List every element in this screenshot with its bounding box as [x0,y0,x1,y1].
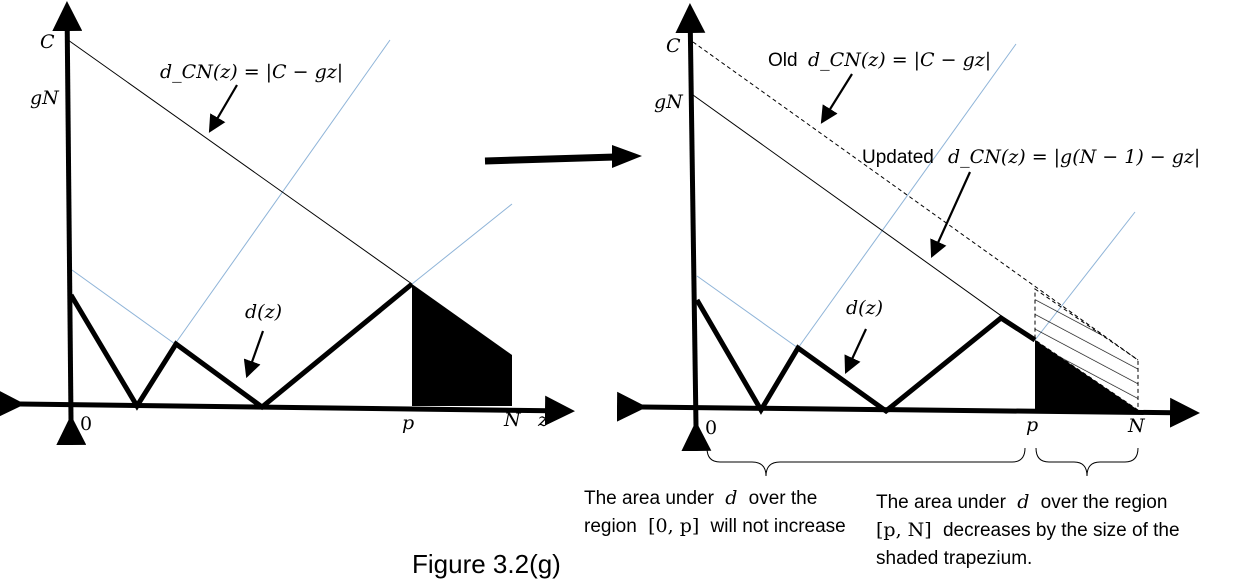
left-dz-pointer [243,330,265,379]
left-dcn-line [67,39,413,285]
transition-arrow [484,145,642,168]
left-label-dz: d(z) [245,301,282,323]
left-label-dcn-formula: d_CN(z) = |C − gz| [160,61,343,83]
left-dcn-pointer [208,84,238,133]
right-label-C: C [666,35,681,57]
left-label-C: C [40,31,55,53]
left-x-axis [0,388,575,426]
right-updated-formula: d_CN(z) = |g(N − 1) − gz| [948,146,1200,168]
right-old-pointer [820,73,853,124]
right-old-dcn-line [692,41,1139,361]
left-shaded-region [412,284,512,406]
brace-0-p [706,447,1026,477]
note-left-line1: The area under d over the [584,487,817,509]
left-label-N: N [503,409,522,431]
note-right-line3: shaded trapezium. [876,548,1032,569]
right-label-zero: 0 [705,417,717,439]
left-y-axis [52,1,87,446]
right-dz-pointer [844,328,867,374]
left-label-p: p [402,412,414,434]
left-d-curve [68,282,414,411]
left-label-gN: gN [30,87,60,109]
left-panel: C gN 0 p N z d(z) d_CN(z) = |C − gz| [0,1,575,446]
right-x-axis [616,391,1200,428]
note-right-line1: The area under d over the region [876,491,1167,513]
right-updated-word: Updated [862,147,934,168]
right-panel: C gN 0 p N d(z) Old d_CN(z) = |C − gz| U… [584,3,1200,569]
note-left-line2: region [0, p] will not increase [584,515,846,537]
right-label-gN: gN [654,91,684,113]
note-right-line2: [p, N] decreases by the size of the [876,519,1180,541]
right-updated-pointer [930,171,972,259]
left-blue-line-3 [411,203,513,285]
right-d-curve [694,298,1037,415]
right-updated-dcn-line [692,94,1036,341]
right-old-formula: d_CN(z) = |C − gz| [808,49,991,71]
right-blue-line-2 [696,275,799,349]
right-y-axis [675,3,712,452]
left-blue-line-2 [71,269,176,345]
left-label-zero: 0 [80,413,92,435]
right-blue-line-1 [797,43,1017,349]
left-label-z: z [537,409,549,431]
brace-p-N [1035,447,1139,477]
figure-caption: Figure 3.2(g) [412,549,561,579]
right-label-dz: d(z) [846,297,883,319]
right-label-N: N [1127,415,1146,437]
right-old-word: Old [768,50,798,71]
right-label-p: p [1026,414,1038,436]
